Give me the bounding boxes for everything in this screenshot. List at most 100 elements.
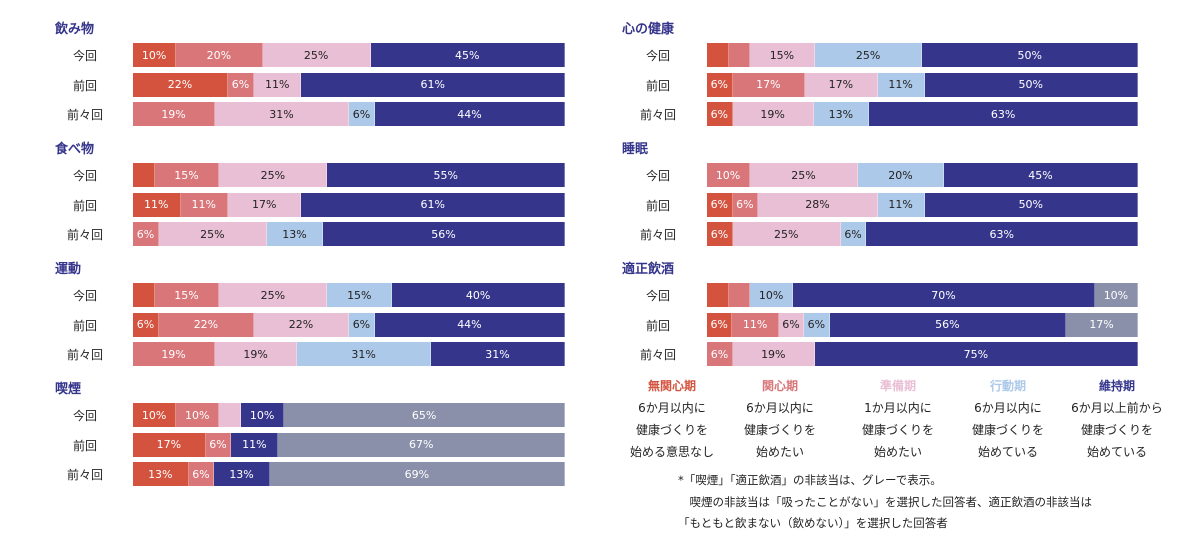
footnote: *「喫煙」「適正飲酒」の非該当は、グレーで表示。 喫煙の非該当は「吸ったことがな… [678, 470, 1092, 535]
footnote-line: *「喫煙」「適正飲酒」の非該当は、グレーで表示。 [678, 473, 942, 487]
bar-row: 今回 15% 25% 55% [55, 163, 575, 187]
panel-title: 心の健康 [622, 22, 675, 37]
data-label: 56% [935, 318, 960, 331]
stacked-bar: 10% 20% 25% 45% [133, 43, 565, 67]
bar-segment-2: 6% [778, 312, 805, 337]
data-label: 6% [782, 318, 800, 331]
legend-stage-1: 関心期 6か月以内に 健康づくりを 始めたい [720, 375, 840, 463]
data-label: 10% [715, 168, 741, 182]
data-label: 25% [303, 48, 329, 62]
bar-segment-0: 22% [133, 72, 229, 97]
bar-segment-1: 15% [154, 163, 220, 187]
bar-segment-1: 6% [133, 222, 159, 246]
bar-segment-0 [133, 163, 155, 187]
stacked-bar: 19% 19% 31% 31% [133, 342, 565, 366]
footnote-line: 喫煙の非該当は「吸ったことがない」を選択した回答者、適正飲酒の非該当は [678, 494, 1092, 509]
bar-segment-1: 6% [205, 432, 232, 457]
legend: 無関心期 6か月以内に 健康づくりを 始める意思なし 関心期 6か月以内に 健康… [612, 375, 1172, 459]
row-label: 前々回 [66, 468, 103, 482]
bar-segment-3: 13% [266, 222, 324, 246]
legend-desc: 健康づくりを [635, 423, 708, 437]
bar-segment-4: 63% [869, 102, 1138, 126]
data-label: 75% [963, 347, 989, 361]
data-label: 19% [161, 347, 186, 361]
bar-row: 今回 10% 20% 25% 45% [55, 43, 575, 67]
bar-row: 前々回 19% 19% 31% 31% [55, 342, 575, 366]
legend-desc: 始めている [1086, 445, 1147, 459]
stacked-bar: 13% 6% 13% 69% [133, 462, 565, 486]
legend-desc: 始めたい [755, 445, 804, 459]
data-label: 19% [761, 347, 786, 361]
bar-segment-1: 10% [176, 403, 220, 427]
bar-segment-4: 63% [866, 222, 1138, 246]
data-label: 44% [457, 318, 482, 331]
data-label: 50% [1017, 48, 1042, 62]
data-label: 45% [455, 48, 480, 62]
data-label: 6% [231, 78, 250, 91]
stacked-bar: 22% 6% 11% 61% [133, 72, 565, 97]
data-label: 25% [260, 168, 286, 182]
data-label: 31% [485, 347, 510, 361]
row-label: 前回 [645, 198, 670, 213]
bar-segment-4: 50% [922, 43, 1138, 67]
bar-segment-2: 19% [215, 342, 298, 366]
row-label: 今回 [645, 169, 670, 183]
data-label: 10% [141, 408, 167, 422]
data-label: 63% [989, 227, 1014, 241]
stacked-bar: 10% 25% 20% 45% [707, 163, 1138, 187]
data-label: 15% [347, 288, 372, 302]
data-label: 6% [807, 318, 826, 331]
bar-segment-4: 75% [814, 342, 1138, 366]
data-label: 22% [193, 318, 219, 331]
panel-title: 睡眠 [622, 142, 649, 157]
data-label: 11% [742, 318, 768, 331]
data-label: 17% [828, 78, 854, 91]
bar-row: 前々回 6% 25% 6% 63% [622, 222, 1142, 246]
row-label: 今回 [72, 169, 97, 183]
bar-segment-2: 17% [805, 72, 878, 97]
data-label: 13% [148, 467, 173, 481]
bar-segment-2: 22% [253, 312, 349, 337]
legend-desc: 1か月以内に [864, 401, 932, 415]
bar-segment-5: 69% [269, 462, 565, 486]
stacked-bar: 6% 25% 13% 56% [133, 222, 565, 246]
data-label: 63% [990, 107, 1016, 121]
legend-stage-3: 行動期 6か月以内に 健康づくりを 始めている [948, 375, 1068, 463]
legend-desc: 健康づくりを [1080, 423, 1153, 437]
bar-row: 前回 11% 11% 17% 61% [55, 192, 575, 217]
row-label: 前々回 [66, 108, 103, 122]
data-label: 22% [167, 78, 193, 91]
bar-segment-4: 45% [944, 163, 1138, 187]
data-label: 6% [844, 227, 862, 241]
data-label: 6% [736, 198, 754, 211]
bar-row: 前々回 13% 6% 13% 69% [55, 462, 575, 486]
data-label: 45% [1028, 168, 1053, 182]
bar-segment-1: 6% [188, 462, 215, 486]
bar-segment-1: 22% [158, 312, 254, 337]
bar-segment-4: 44% [374, 312, 565, 337]
bar-segment-3: 15% [327, 283, 393, 307]
data-label: 19% [760, 107, 785, 121]
legend-desc: 6か月以内に [746, 401, 814, 415]
data-label: 65% [411, 408, 437, 422]
data-label: 31% [351, 347, 376, 361]
data-label: 11% [888, 198, 913, 211]
bar-row: 前々回 6% 19% 75% [622, 342, 1142, 366]
bar-segment-2: 17% [228, 192, 302, 217]
legend-desc: 健康づくりを [743, 423, 816, 437]
bar-row: 前々回 6% 19% 13% 63% [622, 102, 1142, 126]
data-label: 6% [192, 467, 210, 481]
data-label: 6% [710, 318, 728, 331]
row-label: 前々回 [639, 108, 676, 122]
data-label: 25% [774, 227, 799, 241]
bar-row: 前回 17% 6% 11% 67% [55, 432, 575, 457]
row-label: 今回 [72, 49, 97, 63]
data-label: 17% [252, 198, 277, 211]
bar-segment-1: 11% [732, 312, 779, 337]
data-label: 10% [1103, 288, 1129, 302]
bar-segment-3: 6% [804, 312, 830, 337]
bar-segment-5: 17% [1066, 312, 1138, 337]
legend-desc: 健康づくりを [971, 423, 1044, 437]
bar-segment-1: 10% [707, 163, 751, 187]
stacked-bar: 10% 70% 10% [707, 283, 1138, 307]
